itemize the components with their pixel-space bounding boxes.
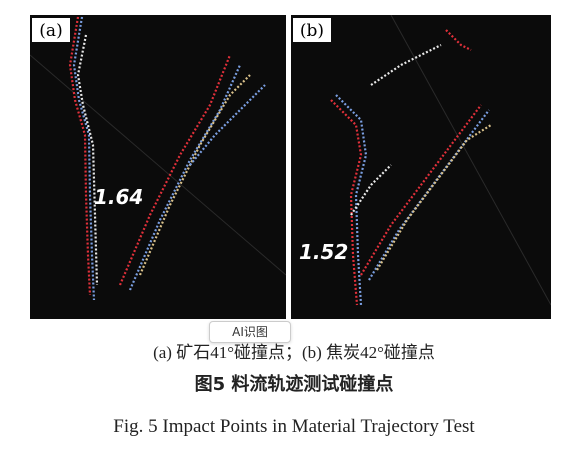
panel-b: (b) 1.52 [291, 15, 551, 319]
value-label: 1.64 [94, 185, 143, 209]
label-box [32, 18, 70, 42]
subcaption: (a) 矿石41°碰撞点；(b) 焦炭42°碰撞点 [153, 343, 435, 362]
value-label: 1.52 [299, 240, 348, 264]
label-box [293, 18, 331, 42]
panel-background [30, 15, 286, 319]
ai-button[interactable]: AI识图 [209, 321, 291, 343]
panel-label: (b) [300, 21, 324, 41]
grid-line [390, 15, 551, 306]
point-cloud [68, 16, 266, 301]
caption-title-zh: 图5 料流轨迹测试碰撞点 [194, 374, 394, 395]
panel-a: (a) 1.64 [30, 15, 286, 319]
grid-line [30, 54, 286, 276]
panel-label: (a) [39, 21, 62, 41]
caption-title-en: Fig. 5 Impact Points in Material Traject… [113, 416, 475, 437]
point-cloud [330, 29, 492, 306]
panel-background [291, 15, 551, 319]
